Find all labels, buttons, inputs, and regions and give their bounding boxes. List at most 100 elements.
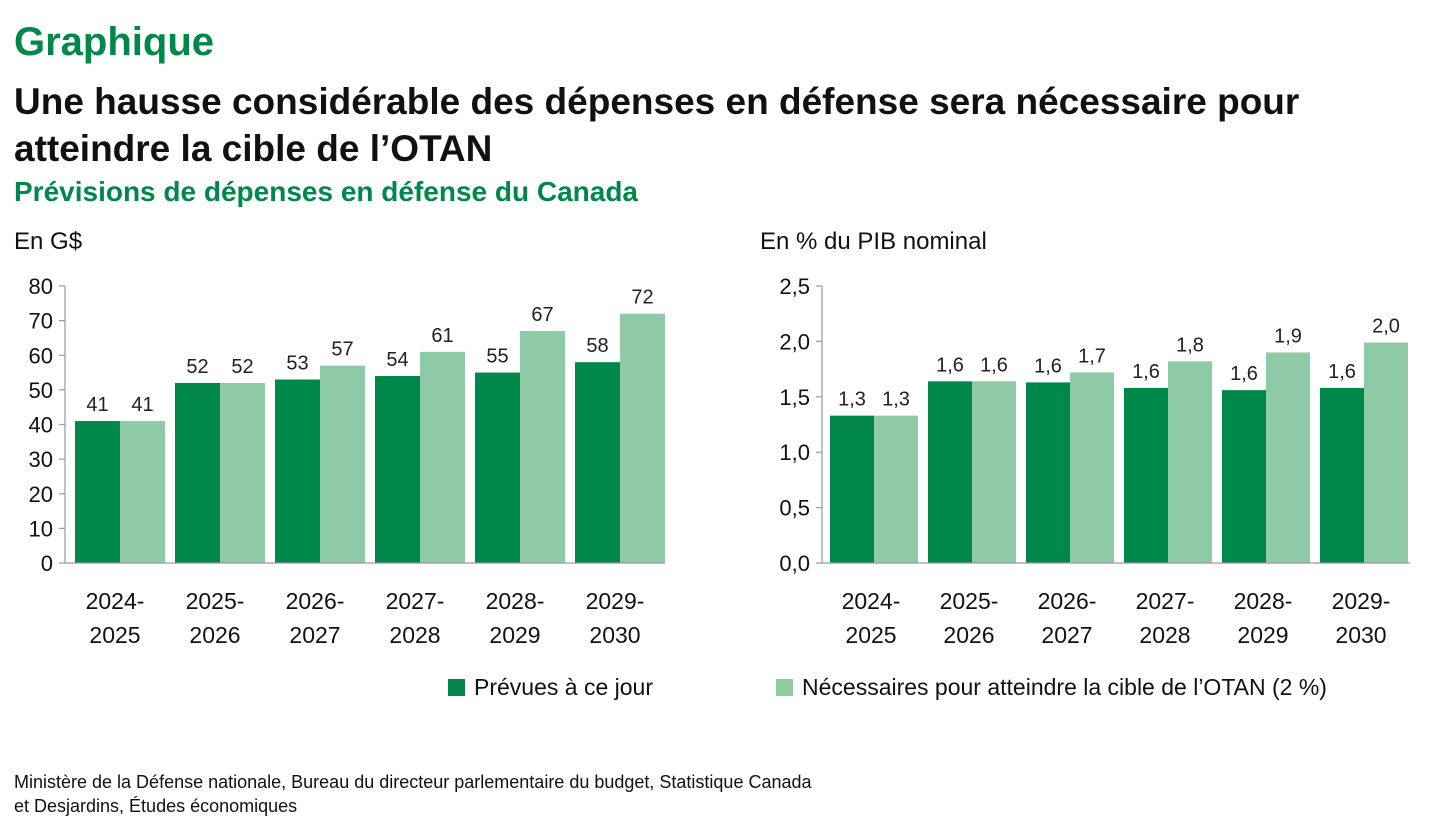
- right-chart-data-label: 2,0: [1372, 316, 1400, 338]
- left-chart-data-label: 54: [386, 349, 408, 371]
- right-chart-bar-planned: [1320, 387, 1364, 563]
- gdp-share-bar-chart: 0,0 0,5 1,0 1,5 2,0 2,5 1,3 1,3 2024- 2025 1,6 1,6 2…: [779, 274, 1410, 648]
- right-chart-data-label: 1,9: [1274, 325, 1302, 347]
- right-chart-x-tick-label: 2026: [943, 622, 994, 648]
- left-chart-bar-required: [620, 313, 665, 563]
- right-chart-x-tick-label: 2028: [1139, 622, 1190, 648]
- right-chart-bar-planned: [1124, 387, 1168, 563]
- left-chart-y-tick-label: 10: [29, 516, 53, 541]
- right-chart-bar-planned: [928, 381, 972, 563]
- left-chart-x-tick-label: 2026-: [286, 588, 345, 614]
- left-chart-y-tick-label: 30: [29, 447, 53, 472]
- left-chart-x-tick-label: 2027: [289, 622, 340, 648]
- right-chart-x-tick-label: 2028-: [1234, 588, 1293, 614]
- left-chart-data-label: 61: [431, 325, 453, 347]
- right-chart-data-label: 1,6: [936, 354, 964, 376]
- right-chart-data-label: 1,6: [1132, 361, 1160, 383]
- source-line-1: Ministère de la Défense nationale, Burea…: [14, 772, 812, 792]
- right-chart-x-tick-label: 2024-: [842, 588, 901, 614]
- right-chart-data-label: 1,8: [1176, 334, 1204, 356]
- left-chart-data-label: 55: [486, 346, 508, 368]
- right-chart-unit-label: En % du PIB nominal: [760, 228, 987, 255]
- right-chart-data-label: 1,6: [980, 354, 1008, 376]
- left-chart-data-label: 72: [631, 287, 653, 309]
- left-chart-bar-planned: [175, 382, 220, 563]
- left-chart-x-tick-label: 2027-: [386, 588, 445, 614]
- left-chart-x-tick-label: 2024-: [86, 588, 145, 614]
- right-chart-bar-planned: [830, 415, 874, 563]
- right-chart-x-tick-label: 2026-: [1038, 588, 1097, 614]
- left-chart-x-tick-label: 2025: [89, 622, 140, 648]
- source-note: Ministère de la Défense nationale, Burea…: [14, 770, 812, 818]
- right-chart-x-tick-label: 2030: [1335, 622, 1386, 648]
- right-chart-data-label: 1,6: [1230, 363, 1258, 385]
- right-chart-data-label: 1,6: [1034, 355, 1062, 377]
- chart-title: Une hausse considérable des dépenses en …: [14, 81, 1300, 169]
- left-chart-x-tick-label: 2029: [489, 622, 540, 648]
- right-chart-y-tick-label: 2,5: [779, 274, 810, 299]
- right-chart-y-tick-label: 2,0: [779, 329, 810, 354]
- legend-swatch-required: [776, 679, 793, 696]
- right-chart-bar-planned: [1026, 382, 1070, 563]
- right-chart-y-tick-label: 1,0: [779, 440, 810, 465]
- right-chart-x-tick-label: 2027: [1041, 622, 1092, 648]
- legend-item-required: Nécessaires pour atteindre la cible de l…: [776, 674, 1327, 701]
- right-chart-x-tick-label: 2029-: [1332, 588, 1391, 614]
- right-chart-x-tick-label: 2027-: [1136, 588, 1195, 614]
- source-line-2: et Desjardins, Études économiques: [14, 796, 298, 816]
- left-chart-bar-required: [220, 382, 265, 563]
- left-chart-y-tick-label: 70: [29, 309, 53, 334]
- left-chart-bar-required: [120, 421, 165, 563]
- right-chart-bar-required: [972, 381, 1016, 563]
- left-chart-unit-label: En G$: [14, 228, 83, 255]
- left-chart-bar-planned: [275, 379, 320, 563]
- left-chart-bar-required: [520, 331, 565, 563]
- left-chart-y-tick-label: 50: [29, 378, 53, 403]
- left-chart-x-tick-label: 2026: [189, 622, 240, 648]
- chart-subtitle: Prévisions de dépenses en défense du Can…: [14, 176, 638, 207]
- left-chart-y-tick-label: 0: [41, 551, 53, 576]
- left-chart-data-label: 52: [231, 356, 253, 378]
- right-chart-data-label: 1,7: [1078, 345, 1106, 367]
- right-chart-bar-required: [1168, 361, 1212, 563]
- left-chart-bar-planned: [475, 372, 520, 563]
- legend-label-planned: Prévues à ce jour: [474, 674, 653, 700]
- left-chart-x-tick-label: 2028-: [486, 588, 545, 614]
- left-chart-x-tick-label: 2028: [389, 622, 440, 648]
- right-chart-data-label: 1,3: [882, 389, 910, 411]
- right-chart-bar-required: [874, 415, 918, 563]
- left-chart-bar-planned: [75, 421, 120, 563]
- left-chart-data-label: 58: [586, 335, 608, 357]
- right-chart-bar-required: [1070, 372, 1114, 563]
- left-chart-y-tick-label: 80: [29, 274, 53, 299]
- legend-label-required: Nécessaires pour atteindre la cible de l…: [802, 674, 1327, 700]
- left-chart-data-label: 41: [86, 394, 108, 416]
- left-chart-y-tick-label: 20: [29, 482, 53, 507]
- left-chart-bar-required: [420, 351, 465, 563]
- left-chart-data-label: 67: [531, 304, 553, 326]
- left-chart-y-tick-label: 40: [29, 413, 53, 438]
- right-chart-y-tick-label: 1,5: [779, 385, 810, 410]
- right-chart-y-tick-label: 0,0: [779, 551, 810, 576]
- chart-kicker: Graphique: [14, 20, 215, 64]
- right-chart-y-tick-label: 0,5: [779, 496, 810, 521]
- right-chart-x-tick-label: 2025-: [940, 588, 999, 614]
- right-chart-bar-required: [1266, 352, 1310, 563]
- right-chart-data-label: 1,3: [838, 389, 866, 411]
- legend-item-planned: Prévues à ce jour: [448, 674, 653, 701]
- right-chart-x-tick-label: 2025: [845, 622, 896, 648]
- right-chart-data-label: 1,6: [1328, 361, 1356, 383]
- left-chart-data-label: 52: [186, 356, 208, 378]
- left-chart-x-tick-label: 2030: [589, 622, 640, 648]
- left-chart-data-label: 53: [286, 352, 308, 374]
- right-chart-bar-required: [1364, 342, 1408, 563]
- right-chart-x-tick-label: 2029: [1237, 622, 1288, 648]
- left-chart-x-tick-label: 2029-: [586, 588, 645, 614]
- left-chart-bar-planned: [575, 362, 620, 563]
- left-chart-x-tick-label: 2025-: [186, 588, 245, 614]
- left-chart-data-label: 41: [131, 394, 153, 416]
- legend-swatch-planned: [448, 679, 465, 696]
- left-chart-data-label: 57: [331, 339, 353, 361]
- left-chart-y-tick-label: 60: [29, 343, 53, 368]
